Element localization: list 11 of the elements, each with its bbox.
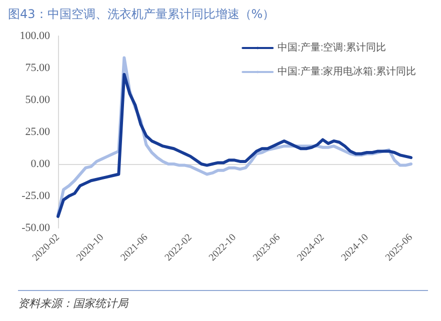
y-tick-label: 50.00 [25, 94, 50, 106]
y-tick-label: 0.00 [30, 158, 50, 170]
y-tick-label: -25.00 [22, 190, 50, 202]
y-tick-label: 75.00 [25, 62, 50, 74]
y-tick-label: 25.00 [25, 126, 50, 138]
y-tick-label: -50.00 [22, 222, 50, 234]
legend-label: 中国:产量:空调:累计同比 [278, 42, 386, 54]
chart-title: 图43：中国空调、洗衣机产量累计同比增速（%） [8, 6, 275, 23]
legend-label: 中国:产量:家用电冰箱:累计同比 [278, 66, 416, 78]
text: 资料来源：国家统计局 [18, 296, 128, 311]
y-tick-label: 100.00 [20, 30, 50, 42]
